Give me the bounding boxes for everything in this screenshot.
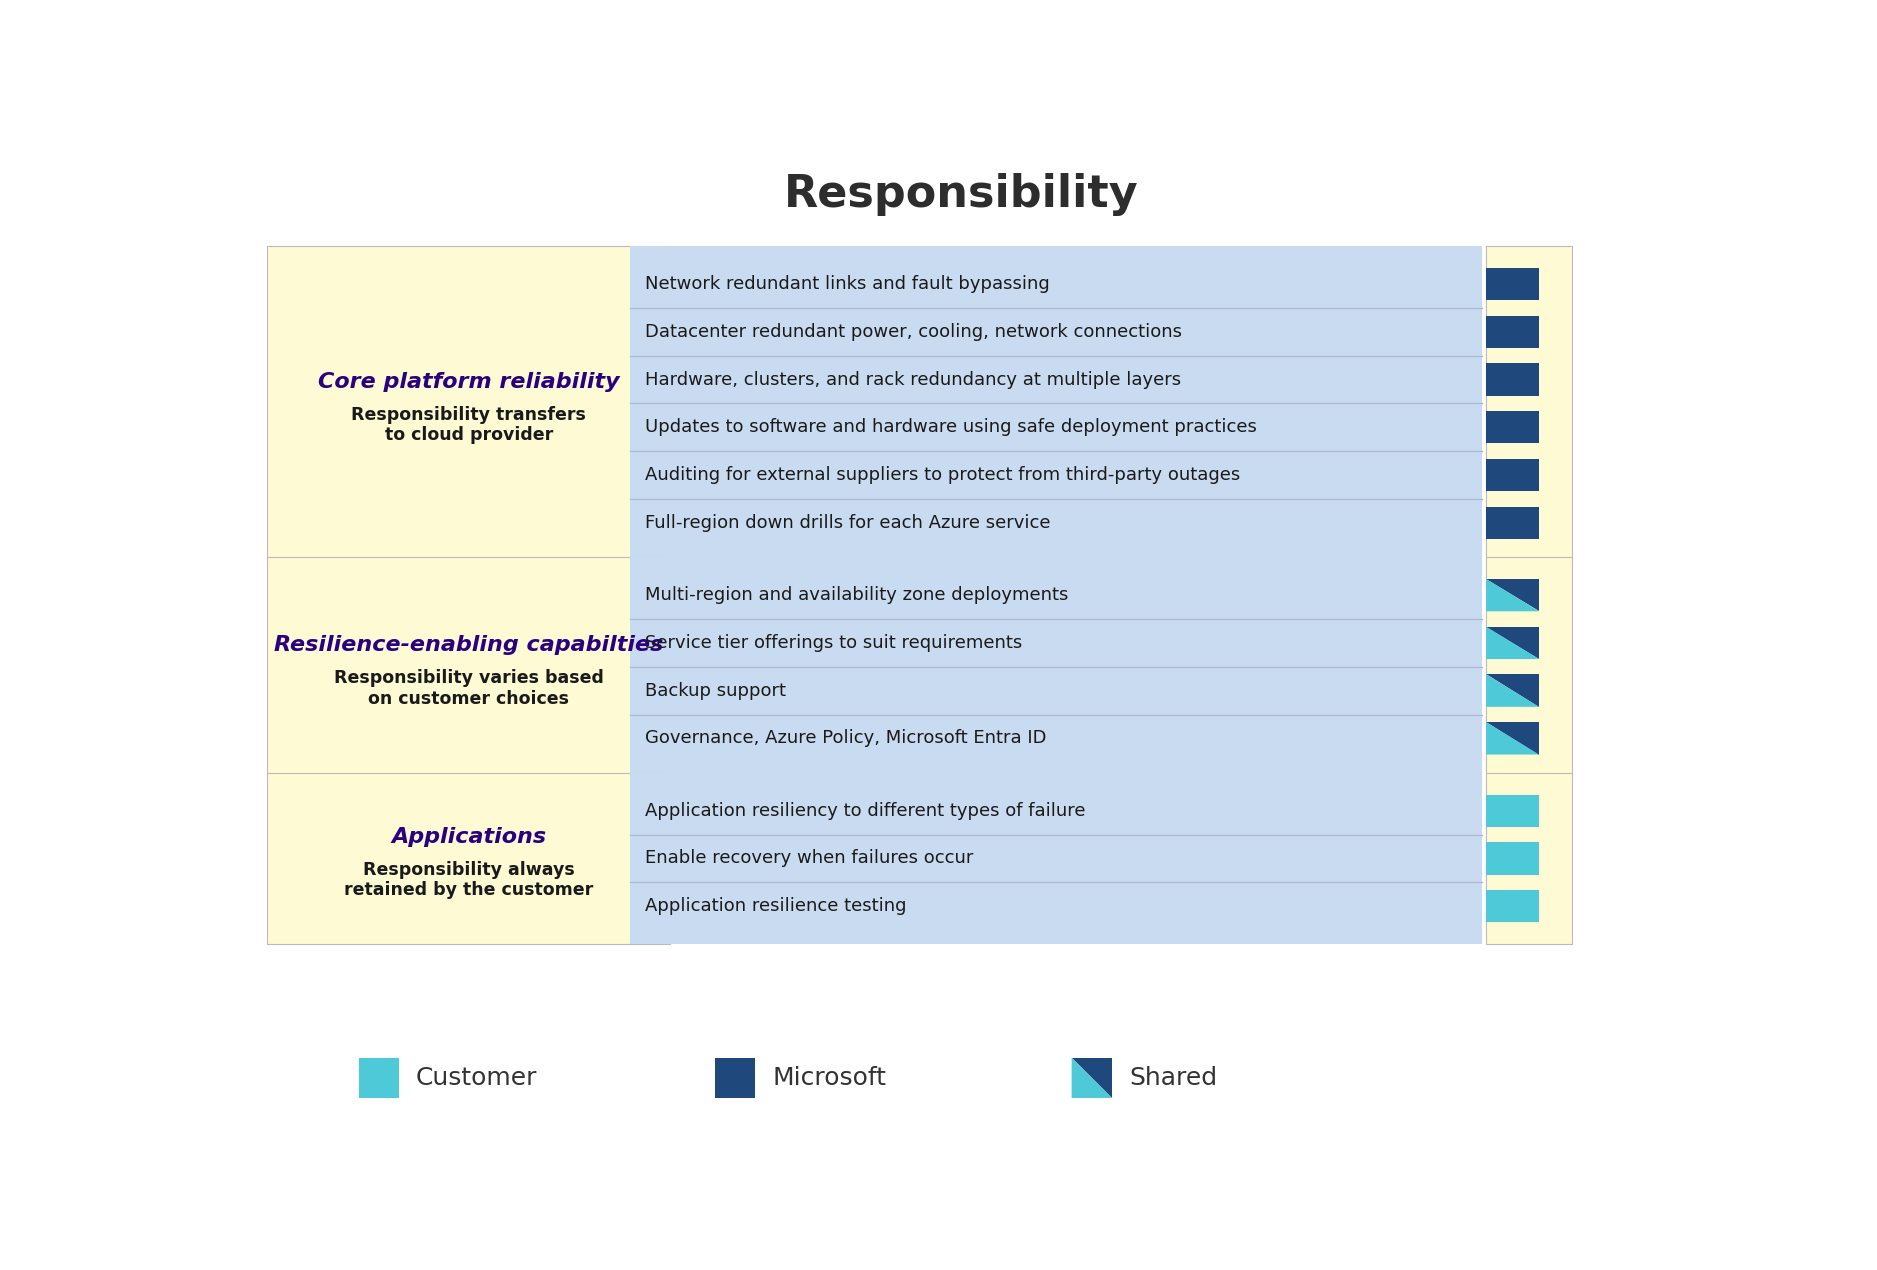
FancyBboxPatch shape xyxy=(1487,558,1571,776)
Text: Updates to software and hardware using safe deployment practices: Updates to software and hardware using s… xyxy=(646,418,1258,437)
FancyBboxPatch shape xyxy=(1487,795,1539,827)
FancyBboxPatch shape xyxy=(1487,890,1539,922)
FancyBboxPatch shape xyxy=(1487,411,1539,443)
FancyBboxPatch shape xyxy=(1487,363,1539,396)
Text: Governance, Azure Policy, Microsoft Entra ID: Governance, Azure Policy, Microsoft Entr… xyxy=(646,729,1047,747)
Text: Responsibility transfers
to cloud provider: Responsibility transfers to cloud provid… xyxy=(351,405,586,444)
Text: Customer: Customer xyxy=(417,1066,537,1090)
FancyBboxPatch shape xyxy=(1487,316,1539,348)
Polygon shape xyxy=(1487,674,1539,707)
Text: Application resilience testing: Application resilience testing xyxy=(646,897,907,916)
Text: Auditing for external suppliers to protect from third-party outages: Auditing for external suppliers to prote… xyxy=(646,466,1241,484)
Text: Resilience-enabling capabilties: Resilience-enabling capabilties xyxy=(274,635,663,655)
FancyBboxPatch shape xyxy=(1487,842,1539,875)
Polygon shape xyxy=(1487,723,1539,754)
Polygon shape xyxy=(1487,579,1539,611)
FancyBboxPatch shape xyxy=(631,558,1483,776)
Text: Core platform reliability: Core platform reliability xyxy=(317,372,619,392)
FancyBboxPatch shape xyxy=(715,1058,755,1099)
Polygon shape xyxy=(1487,579,1539,611)
Text: Network redundant links and fault bypassing: Network redundant links and fault bypass… xyxy=(646,276,1049,293)
Text: Hardware, clusters, and rack redundancy at multiple layers: Hardware, clusters, and rack redundancy … xyxy=(646,371,1181,389)
Text: Full-region down drills for each Azure service: Full-region down drills for each Azure s… xyxy=(646,514,1051,532)
Polygon shape xyxy=(1072,1058,1111,1099)
FancyBboxPatch shape xyxy=(1487,268,1539,300)
Polygon shape xyxy=(1072,1058,1111,1099)
Text: Datacenter redundant power, cooling, network connections: Datacenter redundant power, cooling, net… xyxy=(646,323,1183,340)
FancyBboxPatch shape xyxy=(359,1058,400,1099)
Text: Backup support: Backup support xyxy=(646,682,786,700)
Text: Shared: Shared xyxy=(1128,1066,1216,1090)
Text: Service tier offerings to suit requirements: Service tier offerings to suit requireme… xyxy=(646,634,1023,652)
Polygon shape xyxy=(1487,626,1539,659)
Text: Microsoft: Microsoft xyxy=(773,1066,886,1090)
FancyBboxPatch shape xyxy=(631,246,1483,560)
FancyBboxPatch shape xyxy=(267,558,670,776)
FancyBboxPatch shape xyxy=(631,773,1483,944)
Text: Responsibility: Responsibility xyxy=(785,173,1139,216)
FancyBboxPatch shape xyxy=(267,773,670,944)
Polygon shape xyxy=(1487,626,1539,659)
FancyBboxPatch shape xyxy=(1487,458,1539,491)
Text: Enable recovery when failures occur: Enable recovery when failures occur xyxy=(646,850,974,867)
Text: Responsibility varies based
on customer choices: Responsibility varies based on customer … xyxy=(334,669,604,707)
FancyBboxPatch shape xyxy=(1487,507,1539,538)
Text: Responsibility always
retained by the customer: Responsibility always retained by the cu… xyxy=(343,861,593,899)
Text: Application resiliency to different types of failure: Application resiliency to different type… xyxy=(646,801,1087,819)
FancyBboxPatch shape xyxy=(1487,773,1571,944)
Text: Applications: Applications xyxy=(390,827,546,847)
FancyBboxPatch shape xyxy=(267,246,670,560)
FancyBboxPatch shape xyxy=(1487,246,1571,560)
Polygon shape xyxy=(1487,674,1539,707)
Text: Multi-region and availability zone deployments: Multi-region and availability zone deplo… xyxy=(646,587,1068,605)
Polygon shape xyxy=(1487,723,1539,754)
